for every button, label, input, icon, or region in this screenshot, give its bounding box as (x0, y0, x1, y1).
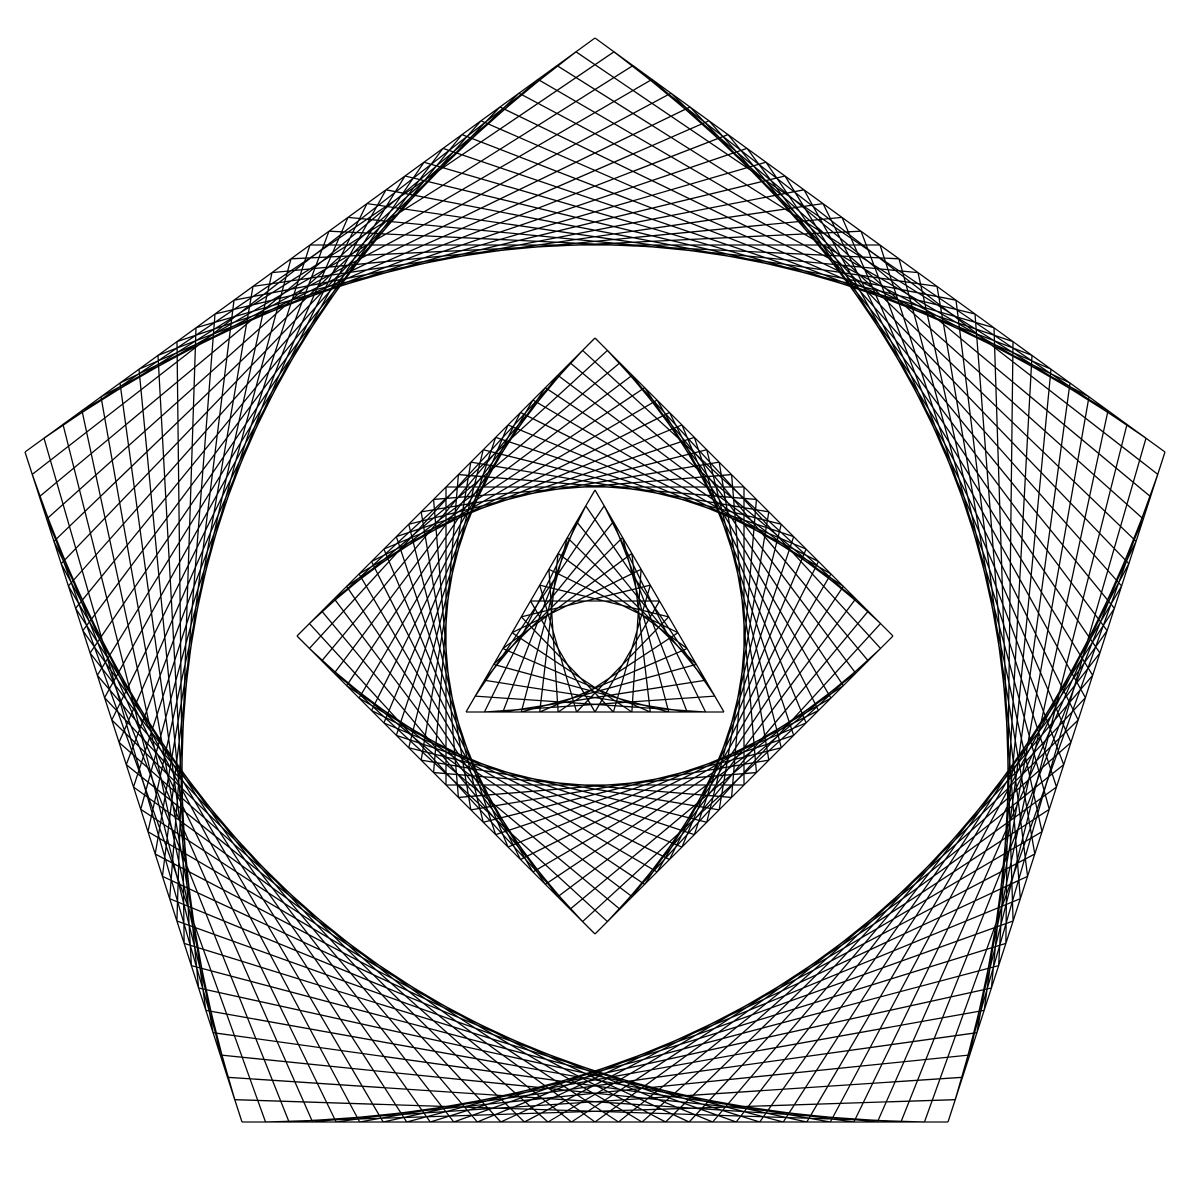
triangle-string-line (483, 505, 587, 713)
triangle-string-line (502, 679, 706, 713)
pentagon-string-line (60, 106, 501, 565)
triangle-string-line (502, 521, 578, 713)
triangle-string-line (576, 521, 707, 681)
pentagon-string-line (53, 92, 520, 542)
pentagon-string-line (359, 1009, 985, 1123)
square-string-line (582, 349, 882, 625)
triangle-string-line (557, 552, 688, 650)
pentagon-string-line (46, 78, 539, 520)
triangle-string-line (539, 553, 559, 713)
pentagon-string-line (60, 563, 361, 1123)
triangle-string-art (465, 489, 725, 713)
triangle-string-line (539, 584, 669, 618)
pentagon-string-line (499, 106, 1071, 384)
square-string-line (321, 362, 571, 662)
triangle-string-line (548, 569, 559, 713)
square-string-line (346, 387, 546, 687)
pentagon-string-line (983, 382, 1071, 1011)
square-string-line (606, 623, 882, 923)
square-string-line (308, 349, 584, 649)
square-string-line (619, 610, 869, 910)
pentagon-string-art (24, 37, 1166, 1123)
triangle-string-line (529, 600, 596, 713)
triangle-string-line (539, 584, 578, 713)
square-string-line (321, 660, 621, 910)
square-string-line (333, 374, 559, 674)
square-string-line (308, 647, 608, 923)
square-string-art (296, 337, 894, 935)
triangle-string-line (576, 616, 670, 713)
triangle-string-line (539, 647, 688, 713)
pentagon-string-line (31, 51, 577, 475)
pentagon-string-line (39, 65, 558, 498)
square-string-line (569, 362, 869, 612)
triangle-string-line (557, 632, 679, 713)
triangle-string-line (548, 568, 679, 634)
